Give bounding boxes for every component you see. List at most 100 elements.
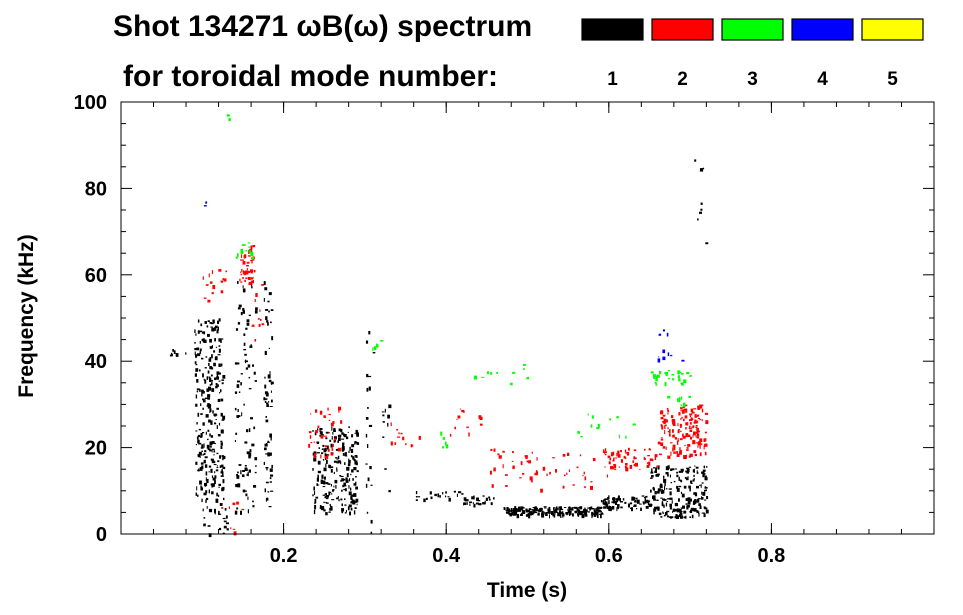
data-point xyxy=(674,509,678,512)
data-point xyxy=(613,457,615,462)
data-point xyxy=(622,498,625,501)
data-point xyxy=(248,246,251,248)
data-point xyxy=(667,370,670,372)
data-point xyxy=(688,485,691,489)
data-point xyxy=(469,501,472,504)
data-point xyxy=(326,455,329,460)
data-point xyxy=(173,350,176,354)
data-point xyxy=(606,506,610,510)
data-point xyxy=(212,410,214,414)
data-point xyxy=(686,454,687,459)
data-point xyxy=(214,475,217,479)
data-point xyxy=(670,488,672,490)
data-point xyxy=(667,498,671,500)
data-point xyxy=(356,470,359,473)
data-point xyxy=(680,407,683,409)
data-point xyxy=(197,434,201,438)
data-point xyxy=(253,371,256,375)
data-point xyxy=(539,508,542,511)
data-point xyxy=(342,453,345,456)
legend-label: 5 xyxy=(887,69,898,90)
data-point xyxy=(656,499,659,501)
data-point xyxy=(219,465,222,468)
data-point xyxy=(665,466,669,471)
data-point xyxy=(208,386,212,390)
data-point xyxy=(242,288,246,293)
data-point xyxy=(215,346,218,348)
data-point xyxy=(345,510,347,513)
data-point xyxy=(324,453,327,457)
data-point xyxy=(662,498,664,501)
data-point xyxy=(689,516,691,518)
data-point xyxy=(242,470,245,472)
data-point xyxy=(641,495,645,497)
data-point xyxy=(271,336,274,341)
data-point xyxy=(671,468,675,471)
data-point xyxy=(686,447,689,449)
data-point xyxy=(664,512,668,516)
data-point xyxy=(354,432,356,434)
data-point xyxy=(248,314,251,317)
data-point xyxy=(218,527,222,531)
data-point xyxy=(584,514,588,517)
data-point xyxy=(325,497,329,500)
data-point xyxy=(505,510,509,511)
data-point xyxy=(525,514,528,517)
data-point xyxy=(209,366,212,370)
data-point xyxy=(604,499,606,504)
data-point xyxy=(264,384,267,389)
data-point xyxy=(676,451,678,454)
data-point xyxy=(667,413,669,415)
data-point xyxy=(269,406,273,407)
data-point xyxy=(611,501,613,504)
data-point xyxy=(496,372,498,374)
data-point xyxy=(331,499,335,501)
data-point xyxy=(205,490,208,494)
data-point xyxy=(677,423,679,427)
data-point xyxy=(648,448,651,451)
data-point xyxy=(203,331,205,335)
data-point xyxy=(699,419,702,421)
data-point xyxy=(633,504,637,507)
data-point xyxy=(263,298,265,302)
data-point xyxy=(245,250,248,252)
data-point xyxy=(667,474,669,477)
data-point xyxy=(270,490,274,492)
legend-swatch xyxy=(581,18,644,41)
data-point xyxy=(469,503,471,506)
data-point xyxy=(690,417,693,421)
data-point xyxy=(263,281,266,286)
data-point xyxy=(704,443,708,447)
data-point xyxy=(333,436,337,440)
data-point xyxy=(602,449,605,453)
data-point xyxy=(266,402,269,404)
data-point xyxy=(247,276,251,280)
data-point xyxy=(341,478,344,482)
data-point xyxy=(199,348,202,352)
data-point xyxy=(473,503,476,508)
data-point xyxy=(390,422,392,427)
data-point xyxy=(704,451,707,456)
data-point xyxy=(245,277,248,279)
data-point xyxy=(698,513,700,517)
data-point xyxy=(337,440,339,443)
data-point xyxy=(660,437,663,439)
data-point xyxy=(244,490,247,492)
data-point xyxy=(636,499,640,504)
chart-subtitle: for toroidal mode number: xyxy=(123,60,498,93)
data-point xyxy=(203,297,207,299)
data-point xyxy=(199,456,201,458)
data-point xyxy=(199,341,201,344)
data-point xyxy=(696,499,700,503)
data-point xyxy=(617,450,620,455)
data-point xyxy=(683,510,687,514)
data-point xyxy=(251,277,254,279)
data-point xyxy=(365,417,369,420)
data-point xyxy=(216,467,219,469)
data-point xyxy=(251,257,255,260)
data-point xyxy=(662,414,666,417)
data-point xyxy=(259,309,261,312)
data-point xyxy=(458,491,462,494)
data-point xyxy=(313,457,317,462)
data-point xyxy=(534,472,536,476)
